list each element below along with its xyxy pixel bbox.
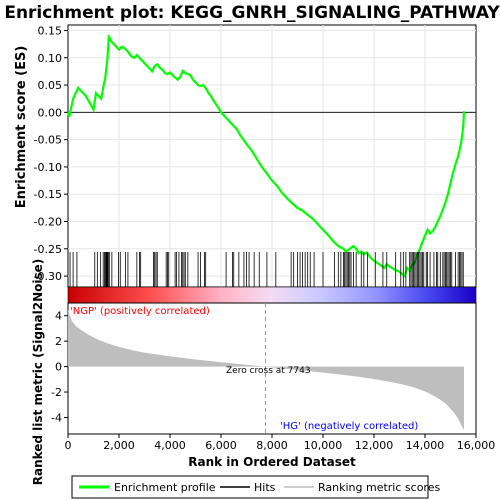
negative-correlation-label: 'HG' (negatively correlated)	[280, 421, 418, 432]
x-tick-label: 16,000	[457, 439, 496, 452]
es-tick-label: 0.00	[38, 106, 63, 119]
es-tick-label: -0.20	[34, 216, 62, 229]
es-gridlines	[68, 25, 476, 287]
es-tick-label: 0.05	[38, 79, 63, 92]
es-tick-label: -0.05	[34, 134, 62, 147]
chart-title: Enrichment plot: KEGG_GNRH_SIGNALING_PAT…	[4, 3, 500, 23]
hits-panel	[69, 252, 464, 287]
x-tick-label: 12,000	[355, 439, 394, 452]
x-tick-label: 10,000	[304, 439, 343, 452]
metric-tick-label: -4	[51, 411, 62, 424]
es-tick-label: -0.25	[34, 243, 62, 256]
legend: Enrichment profile Hits Ranking metric s…	[71, 475, 440, 499]
es-tick-label: -0.30	[34, 270, 62, 283]
metric-tick-label: 2	[55, 335, 62, 348]
metric-panel: 4 2 0 -2 -4 0 2,000 4,000 6,000 8,000 10,000 12,00…	[31, 259, 495, 486]
es-y-ticks: 0.15 0.10 0.05 0.00 -0.05 -0.10 -0.15 -0.20 -0.2…	[34, 24, 68, 283]
x-tick-label: 8,000	[256, 439, 288, 452]
x-tick-label: 0	[65, 439, 72, 452]
es-tick-label: 0.15	[38, 24, 63, 37]
x-tick-label: 6,000	[205, 439, 237, 452]
ranking-metric-area	[68, 309, 464, 431]
es-tick-label: -0.10	[34, 161, 62, 174]
enrichment-profile-line	[66, 34, 466, 279]
es-tick-label: -0.15	[34, 188, 62, 201]
es-tick-label: 0.10	[38, 52, 63, 65]
metric-y-axis-label: Ranked list metric (Signal2Noise)	[31, 259, 45, 486]
legend-enrichment-label: Enrichment profile	[114, 481, 216, 494]
x-tick-label: 2,000	[103, 439, 135, 452]
es-y-axis-label: Enrichment score (ES)	[14, 46, 29, 209]
metric-tick-label: 4	[55, 310, 62, 323]
legend-hits-label: Hits	[254, 481, 276, 494]
x-tick-label: 14,000	[406, 439, 445, 452]
x-axis-ticks: 0 2,000 4,000 6,000 8,000 10,000 12,000 14,000 1…	[65, 434, 496, 452]
rank-color-bar	[67, 286, 477, 304]
metric-y-ticks: 4 2 0 -2 -4	[51, 310, 68, 424]
es-panel: 0.15 0.10 0.05 0.00 -0.05 -0.10 -0.15 -0.20 -0.2…	[14, 24, 477, 288]
metric-tick-label: -2	[51, 386, 62, 399]
x-tick-label: 4,000	[154, 439, 186, 452]
positive-correlation-label: 'NGP' (positively correlated)	[70, 306, 210, 317]
x-axis-label: Rank in Ordered Dataset	[188, 455, 356, 469]
zero-cross-label: Zero cross at 7743	[226, 366, 311, 376]
hit-markers	[69, 252, 464, 287]
legend-metric-label: Ranking metric scores	[318, 481, 440, 494]
metric-tick-label: 0	[55, 361, 62, 374]
